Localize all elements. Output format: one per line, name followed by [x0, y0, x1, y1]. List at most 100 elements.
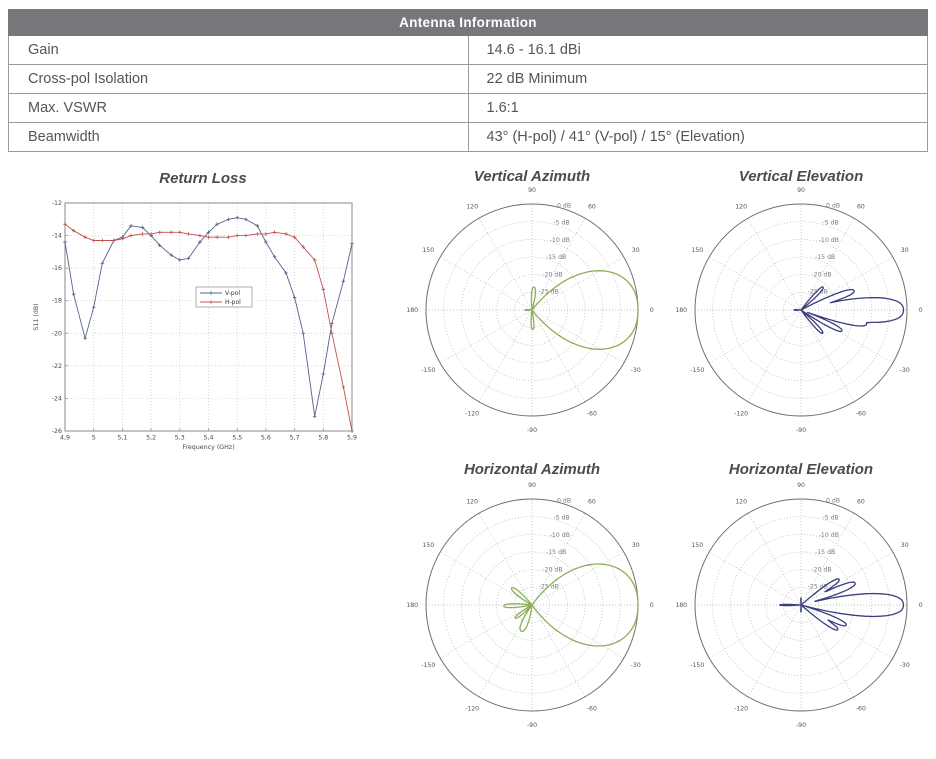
angle-labels: 0 30 60 90 120 150 180 -150 -120 -90 -60 -30 [675, 187, 922, 434]
svg-text:180: 180 [406, 307, 418, 314]
antenna-info-body: Gain 14.6 - 16.1 dBi Cross-pol Isolation 22… [8, 35, 928, 152]
svg-text:5,5: 5,5 [232, 435, 242, 442]
svg-text:-90: -90 [796, 427, 806, 434]
svg-text:-22: -22 [52, 363, 62, 370]
svg-text:Frequency (GHz): Frequency (GHz) [182, 444, 234, 451]
svg-text:-12: -12 [52, 200, 62, 207]
svg-text:90: 90 [797, 482, 805, 489]
svg-text:-5 dB: -5 dB [553, 515, 569, 522]
svg-text:-20 dB: -20 dB [542, 271, 562, 278]
svg-text:-15 dB: -15 dB [546, 549, 566, 556]
table-row: Gain 14.6 - 16.1 dBi [8, 35, 928, 65]
spec-value: 1.6:1 [467, 93, 928, 123]
svg-text:-25 dB: -25 dB [539, 584, 559, 591]
svg-text:-25 dB: -25 dB [808, 584, 828, 591]
svg-text:60: 60 [857, 498, 865, 505]
svg-text:150: 150 [691, 247, 703, 254]
svg-text:5,8: 5,8 [318, 435, 328, 442]
svg-text:0: 0 [650, 307, 654, 314]
svg-text:-5 dB: -5 dB [553, 220, 569, 227]
radial-db-labels: 0 dB-5 dB-10 dB-15 dB-20 dB-25 dB [539, 202, 571, 295]
horizontal-azimuth-plot: 0 30 60 90 120 150 180 -150 -120 -90 -60 -30 0 dB -5 … [406, 482, 653, 729]
svg-text:-16: -16 [52, 265, 62, 272]
svg-text:-60: -60 [587, 706, 597, 713]
svg-text:30: 30 [901, 542, 909, 549]
svg-text:120: 120 [466, 498, 478, 505]
return-loss-figure: Return Loss 4,9 5 5,1 5,2 5,3 5,4 5,5 5,6 5,7 5,8… [20, 166, 370, 451]
svg-text:-5 dB: -5 dB [822, 515, 838, 522]
svg-text:-10 dB: -10 dB [550, 532, 570, 539]
svg-text:5,9: 5,9 [347, 435, 357, 442]
svg-text:0 dB: 0 dB [826, 497, 840, 504]
polar-outer-ring [694, 203, 908, 417]
svg-text:90: 90 [528, 482, 536, 489]
svg-text:60: 60 [588, 203, 596, 210]
svg-text:-24: -24 [52, 395, 62, 402]
table-row: Max. VSWR 1.6:1 [8, 93, 928, 123]
chart-title-horizontal-elevation: Horizontal Elevation [728, 461, 874, 478]
chart-title-return-loss: Return Loss [159, 170, 247, 187]
svg-text:5,1: 5,1 [117, 435, 127, 442]
svg-text:-10 dB: -10 dB [819, 237, 839, 244]
svg-text:-90: -90 [527, 427, 537, 434]
vertical-azimuth-figure: Vertical Azimuth 0 30 60 90 120 150 180 -150 -12… [397, 166, 667, 466]
svg-text:30: 30 [632, 247, 640, 254]
svg-text:120: 120 [735, 498, 747, 505]
angle-labels: 0 30 60 90 120 150 180 -150 -120 -90 -60 -30 [406, 482, 653, 729]
svg-text:-60: -60 [856, 706, 866, 713]
svg-text:120: 120 [466, 203, 478, 210]
svg-text:-20 dB: -20 dB [811, 271, 831, 278]
table-row: Cross-pol Isolation 22 dB Minimum [8, 64, 928, 94]
svg-text:150: 150 [422, 542, 434, 549]
spec-label: Max. VSWR [8, 93, 469, 123]
svg-text:60: 60 [588, 498, 596, 505]
antenna-pattern [503, 563, 639, 647]
table-row: Beamwidth 43° (H-pol) / 41° (V-pol) / 15°… [8, 122, 928, 152]
svg-text:-150: -150 [421, 662, 435, 669]
spec-value: 22 dB Minimum [467, 64, 928, 94]
svg-text:-20 dB: -20 dB [542, 566, 562, 573]
radial-db-labels: 0 dB -5 dB -10 dB -15 dB -20 dB -25 dB [539, 497, 571, 590]
x-axis-tick-labels: 4,9 5 5,1 5,2 5,3 5,4 5,5 5,6 5,7 5,8 5,9 [60, 428, 357, 442]
y-axis-tick-labels: -12 -14 -16 -18 -20 -22 -24 -26 [52, 200, 68, 435]
vertical-elevation-plot: 0 30 60 90 120 150 180 -150 -120 -90 -60 -30 0 dB -5 … [675, 187, 922, 434]
svg-text:5,2: 5,2 [146, 435, 156, 442]
chart-title-horizontal-azimuth: Horizontal Azimuth [463, 461, 601, 478]
svg-text:-90: -90 [527, 722, 537, 729]
chart-title-vertical-azimuth: Vertical Azimuth [473, 168, 591, 185]
svg-text:180: 180 [675, 307, 687, 314]
svg-text:-30: -30 [900, 367, 910, 374]
svg-text:-120: -120 [465, 411, 479, 418]
svg-text:-60: -60 [856, 411, 866, 418]
svg-text:5,6: 5,6 [261, 435, 271, 442]
radial-db-labels: 0 dB -5 dB -10 dB -15 dB -20 dB -25 dB [808, 497, 840, 590]
spec-label: Gain [8, 35, 469, 65]
radial-db-labels: 0 dB-5 dB-10 dB-15 dB-20 dB-25 dB [808, 202, 840, 295]
svg-text:60: 60 [857, 203, 865, 210]
svg-text:H-pol: H-pol [225, 299, 241, 306]
svg-text:150: 150 [691, 542, 703, 549]
vertical-azimuth-plot: 0 30 60 90 120 150 180 -150 -120 -90 -60 -30 0 dB -5 … [406, 187, 654, 434]
antenna-info-table: Antenna Information Gain 14.6 - 16.1 dBi C… [8, 9, 928, 152]
legend: V-pol H-pol [195, 286, 253, 308]
angle-labels: 0 30 60 90 120 150 180 -150 -120 -90 -60 -30 [675, 482, 922, 729]
table-header-row: Antenna Information [8, 9, 928, 36]
svg-text:0 dB: 0 dB [557, 497, 571, 504]
svg-text:-20: -20 [52, 330, 62, 337]
svg-text:V-pol: V-pol [225, 290, 240, 297]
svg-text:-15 dB: -15 dB [815, 549, 835, 556]
svg-text:-10 dB: -10 dB [819, 532, 839, 539]
polar-outer-ring [694, 498, 908, 712]
svg-text:5,7: 5,7 [290, 435, 300, 442]
svg-text:30: 30 [632, 542, 640, 549]
svg-text:90: 90 [797, 187, 805, 194]
svg-text:-120: -120 [734, 706, 748, 713]
svg-text:-120: -120 [734, 411, 748, 418]
svg-text:150: 150 [422, 247, 434, 254]
svg-text:S11 (dB): S11 (dB) [33, 303, 40, 330]
chart-title-vertical-elevation: Vertical Elevation [738, 168, 864, 185]
svg-text:-20 dB: -20 dB [811, 566, 831, 573]
svg-text:-90: -90 [796, 722, 806, 729]
svg-text:180: 180 [406, 602, 418, 609]
svg-text:90: 90 [528, 187, 536, 194]
